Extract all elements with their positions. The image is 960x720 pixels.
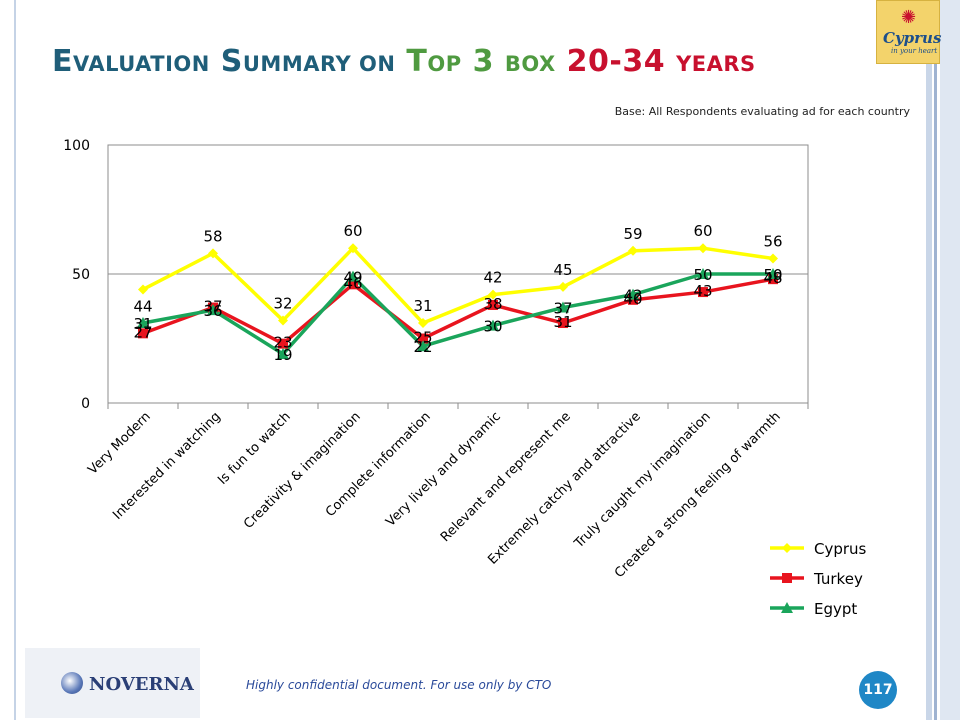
legend-label: Egypt [814,600,857,618]
data-label: 42 [483,269,502,287]
data-label: 32 [273,294,292,312]
data-label: 22 [413,338,432,356]
triangle-marker [207,304,219,316]
globe-icon [61,672,83,694]
data-label: 58 [203,227,222,245]
diamond-marker [138,284,148,295]
triangle-marker [697,268,709,279]
square-marker [278,338,288,349]
series-line-egypt [142,272,773,356]
cyprus-logo: ✺ Cyprus in your heart [876,0,941,64]
data-label: 59 [623,225,642,243]
y-tick-label: 0 [81,396,90,412]
diamond-marker [768,253,778,264]
data-label: 27 [133,323,152,341]
triangle-marker [627,288,639,300]
triangle-marker [557,301,569,313]
data-label: 46 [343,274,362,292]
triangle-marker [347,270,359,282]
data-label: 49 [343,269,362,287]
square-marker [768,274,778,285]
diamond-marker [558,281,568,292]
right-decorative-bars [926,0,960,720]
x-category-label: Extremely catchy and attractive [485,409,644,568]
data-label: 25 [413,329,432,347]
diamond-marker [698,243,708,254]
y-tick-label: 50 [72,267,90,283]
legend-label: Turkey [813,570,863,588]
data-label: 40 [623,290,642,308]
data-label: 45 [553,261,572,279]
square-marker [138,328,148,339]
data-label: 60 [343,222,362,240]
x-category-label: Very Modern [85,409,153,477]
data-label: 50 [693,266,712,284]
noverna-logo: NOVERNA [25,648,200,718]
data-label: 56 [763,233,782,251]
diamond-marker [488,289,498,300]
data-label: 50 [763,266,782,284]
triangle-marker [781,602,793,613]
data-label: 37 [553,300,572,318]
sun-figure-icon: ✺ [901,7,917,28]
x-category-label: Relevant and represent me [438,409,574,545]
diamond-marker [628,245,638,256]
data-label: 36 [203,302,222,320]
confidential-footer: Highly confidential document. For use on… [246,678,552,692]
triangle-marker [137,317,149,329]
data-label: 31 [553,313,572,331]
base-note: Base: All Respondents evaluating ad for … [614,105,910,118]
data-label: 42 [623,287,642,305]
square-marker [698,287,708,298]
diamond-marker [418,318,428,329]
data-label: 23 [273,334,292,352]
x-category-label: Is fun to watch [215,409,294,488]
square-marker [558,318,568,329]
page-number-badge: 117 [859,671,897,709]
series-line-turkey [142,277,774,346]
diamond-marker [348,243,358,254]
legend-label: Cyprus [814,540,867,558]
diamond-marker [782,543,792,553]
square-marker [488,299,498,310]
triangle-marker [487,319,499,331]
square-marker [348,279,358,290]
x-category-label: Creativity & imagination [241,409,364,532]
data-label: 43 [693,282,712,300]
series-line-cyprus [142,246,774,325]
data-label: 19 [273,346,292,364]
data-label: 31 [133,315,152,333]
data-label: 38 [483,295,502,313]
data-label: 44 [133,297,152,315]
diamond-marker [208,248,218,259]
data-label: 60 [693,222,712,240]
square-marker [782,573,792,583]
data-label: 30 [483,318,502,336]
y-tick-label: 100 [63,138,90,154]
diamond-marker [278,315,288,326]
data-label: 37 [203,298,222,316]
x-category-label: Very lively and dynamic [383,409,504,530]
data-label: 48 [763,269,782,287]
data-label: 31 [413,297,432,315]
left-border-rule [14,0,16,720]
triangle-marker [767,268,779,279]
slide-title: EVALUATION SUMMARY ON TOP 3 BOX 20-34 YE… [52,44,756,79]
square-marker [628,294,638,305]
triangle-marker [277,347,289,359]
x-category-label: Truly caught my imagination [571,409,714,552]
square-marker [418,333,428,344]
triangle-marker [417,340,429,352]
